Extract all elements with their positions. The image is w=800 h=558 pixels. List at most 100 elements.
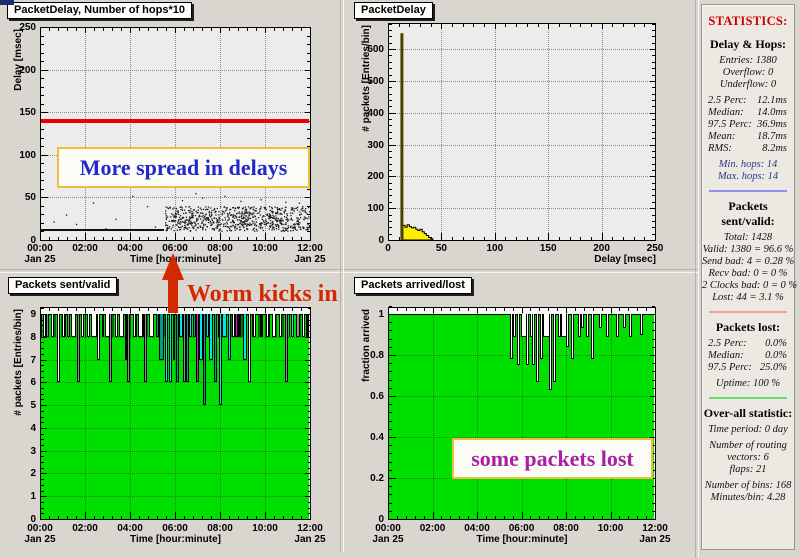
packet-dip-bar	[222, 314, 227, 337]
stats-row: Send bad: 4 = 0.28 %	[702, 256, 795, 267]
axis-tick	[307, 410, 310, 412]
axis-tick	[305, 405, 310, 407]
axis-tick	[389, 208, 396, 210]
axis-tick	[307, 490, 310, 492]
stats-section-heading: Delay & Hops:	[710, 37, 786, 51]
axis-tick	[652, 330, 655, 332]
axis-tick	[628, 308, 630, 311]
axis-tick	[202, 516, 203, 519]
x-tick-label: 08:00	[207, 243, 233, 254]
axis-tick	[265, 28, 266, 33]
axis-tick	[292, 28, 293, 31]
delay-histogram-frame[interactable]	[388, 23, 656, 241]
axis-tick	[265, 512, 266, 519]
axis-tick	[650, 519, 655, 520]
axis-tick	[505, 237, 507, 240]
axis-tick	[41, 188, 44, 190]
y-tick-label: 8	[30, 331, 36, 343]
axis-tick	[85, 512, 86, 519]
x-tick-label: 00:00	[375, 523, 401, 534]
statistics-panel: STATISTICS: Delay & Hops: Entries: 1380 Ov…	[701, 4, 797, 550]
stats-row: Entries: 1380	[719, 55, 777, 66]
grid-line	[265, 28, 266, 239]
axis-tick	[652, 469, 655, 471]
axis-tick	[389, 478, 396, 479]
stats-row: Overflow: 0	[722, 67, 774, 78]
grid-line	[389, 144, 654, 146]
lost-packets-dip	[615, 314, 619, 337]
grid-line	[389, 208, 654, 210]
axis-tick	[389, 486, 392, 488]
axis-tick	[247, 28, 248, 31]
packet-dip-bar	[159, 314, 164, 360]
x-tick-label: 10:00	[252, 523, 278, 534]
y-tick-label: 600	[367, 44, 384, 56]
axis-tick	[157, 28, 158, 31]
pad2-title[interactable]: PacketDelay	[354, 2, 433, 19]
x-tick-label: 150	[539, 243, 557, 254]
lost-packets-dip	[640, 314, 644, 335]
x-tick-sublabel: Jan 25	[294, 254, 326, 265]
axis-tick	[41, 393, 44, 395]
axis-tick	[441, 516, 443, 519]
axis-tick	[389, 80, 396, 82]
axis-tick	[652, 93, 655, 95]
stats-label: Median:	[708, 350, 744, 361]
axis-tick	[41, 146, 44, 148]
lost-packets-dip	[540, 314, 544, 360]
axis-tick	[41, 484, 44, 486]
axis-tick	[652, 338, 655, 340]
axis-tick	[307, 188, 310, 190]
axis-tick	[389, 371, 392, 373]
axis-tick	[601, 24, 603, 29]
grid-line	[41, 473, 309, 475]
axis-tick	[307, 61, 310, 63]
axis-tick	[652, 189, 655, 191]
y-tick-label: 5	[30, 400, 36, 412]
packet-dip-bar	[97, 314, 100, 360]
packet-dip-bar	[109, 314, 113, 383]
grid-line	[389, 176, 654, 178]
axis-tick	[211, 28, 212, 31]
pad4-title[interactable]: Packets arrived/lost	[354, 277, 472, 294]
axis-tick	[612, 24, 614, 27]
axis-tick	[619, 516, 621, 519]
y-tick-label: 3	[30, 445, 36, 457]
grid-line	[566, 308, 567, 518]
statistics-title: STATISTICS:	[708, 14, 788, 28]
pad1-title[interactable]: PacketDelay, Number of hops*10	[7, 2, 192, 19]
axis-tick	[405, 308, 407, 311]
axis-tick	[307, 439, 310, 441]
stats-row: Min. hops: 14	[718, 159, 778, 170]
axis-tick	[601, 516, 603, 519]
axis-tick	[307, 467, 310, 469]
axis-tick	[652, 61, 655, 63]
axis-tick	[652, 138, 655, 140]
axis-tick	[388, 24, 389, 29]
axis-tick	[619, 308, 621, 311]
axis-tick	[414, 516, 416, 519]
axis-tick	[256, 28, 257, 31]
grid-line	[41, 69, 309, 71]
axis-tick	[41, 462, 44, 464]
stats-row: Uptime: 100 %	[715, 378, 781, 389]
pad3-title[interactable]: Packets sent/valid	[8, 277, 118, 294]
axis-tick	[652, 163, 655, 165]
axis-tick	[650, 314, 655, 315]
packet-dip-bar	[290, 314, 294, 337]
axis-tick	[166, 237, 167, 240]
axis-tick	[211, 237, 212, 240]
worm-arrow-icon	[162, 253, 184, 313]
axis-tick	[389, 214, 392, 216]
axis-tick	[94, 237, 95, 240]
axis-tick	[41, 52, 44, 54]
axis-tick	[655, 24, 656, 29]
packet-dip-bar	[218, 314, 222, 406]
axis-tick	[41, 112, 48, 114]
x-tick-label: 04:00	[117, 243, 143, 254]
packet-dip-bar	[235, 314, 239, 337]
axis-tick	[389, 170, 392, 171]
axis-tick	[193, 516, 194, 519]
packet-dip-bar	[196, 314, 199, 383]
axis-tick	[157, 237, 158, 240]
